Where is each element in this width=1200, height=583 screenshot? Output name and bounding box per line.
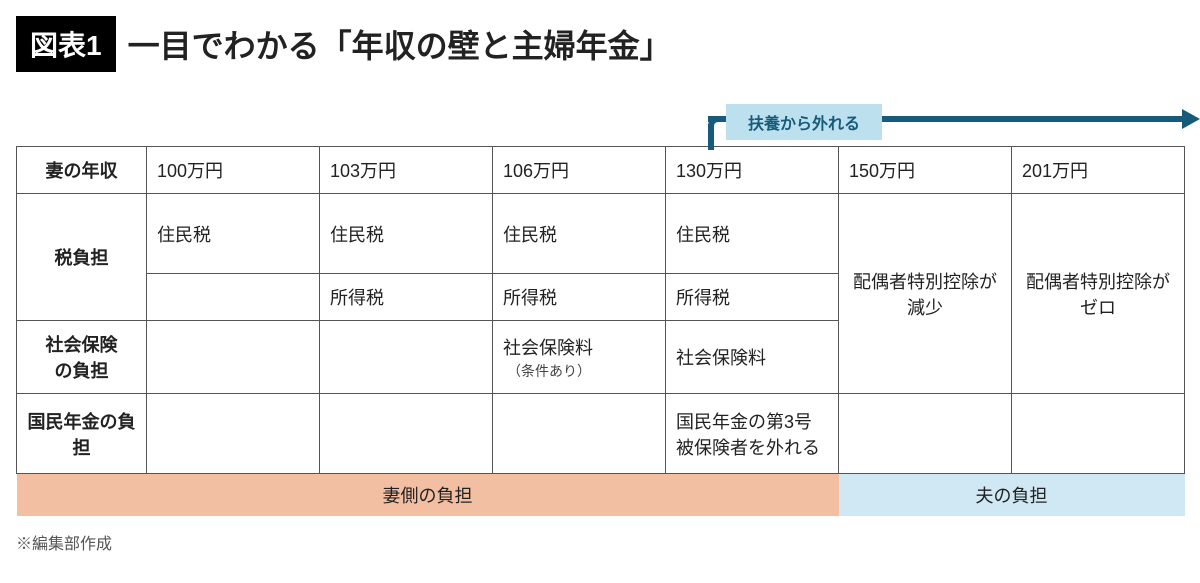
wife-burden-bar: 妻側の負担: [17, 474, 839, 517]
tax-100-2: [147, 274, 320, 321]
pension-100: [147, 394, 320, 474]
row-head-tax: 税負担: [17, 194, 147, 321]
tax-row-1: 税負担 住民税 住民税 住民税 住民税 配偶者特別控除が減少 配偶者特別控除がゼ…: [17, 194, 1185, 274]
tax-201-merged: 配偶者特別控除がゼロ: [1012, 194, 1185, 394]
social-100: [147, 321, 320, 394]
pension-150: [839, 394, 1012, 474]
title-row: 図表1 一目でわかる「年収の壁と主婦年金」: [16, 16, 1184, 72]
col-150: 150万円: [839, 147, 1012, 194]
pension-130: 国民年金の第3号被保険者を外れる: [666, 394, 839, 474]
social-l1: 社会保険: [46, 335, 118, 355]
col-103: 103万円: [320, 147, 493, 194]
pension-201: [1012, 394, 1185, 474]
row-head-pension: 国民年金の負担: [17, 394, 147, 474]
col-130: 130万円: [666, 147, 839, 194]
dependency-arrow: 扶養から外れる: [16, 102, 1184, 150]
social-106-cond: （条件あり）: [507, 363, 591, 379]
col-head-income: 妻の年収: [17, 147, 147, 194]
figure-badge: 図表1: [16, 16, 116, 72]
source-note: ※編集部作成: [16, 530, 1184, 554]
arrow-label: 扶養から外れる: [726, 104, 882, 140]
col-201: 201万円: [1012, 147, 1185, 194]
tax-130-1: 住民税: [666, 194, 839, 274]
tax-130-2: 所得税: [666, 274, 839, 321]
pension-106: [493, 394, 666, 474]
social-l2: の負担: [55, 361, 109, 381]
social-106: 社会保険料 （条件あり）: [493, 321, 666, 394]
row-head-social: 社会保険 の負担: [17, 321, 147, 394]
social-130: 社会保険料: [666, 321, 839, 394]
social-103: [320, 321, 493, 394]
tax-150-merged: 配偶者特別控除が減少: [839, 194, 1012, 394]
figure-title: 一目でわかる「年収の壁と主婦年金」: [128, 21, 672, 67]
burden-footer-row: 妻側の負担 夫の負担: [17, 474, 1185, 517]
husband-burden-bar: 夫の負担: [839, 474, 1185, 517]
tax-106-1: 住民税: [493, 194, 666, 274]
arrow-drop: [708, 124, 714, 150]
social-106-main: 社会保険料: [503, 338, 593, 358]
col-106: 106万円: [493, 147, 666, 194]
tax-100-1: 住民税: [147, 194, 320, 274]
tax-103-2: 所得税: [320, 274, 493, 321]
pension-row: 国民年金の負担 国民年金の第3号被保険者を外れる: [17, 394, 1185, 474]
arrow-head-icon: [1182, 109, 1200, 129]
tax-106-2: 所得税: [493, 274, 666, 321]
header-row: 妻の年収 100万円 103万円 106万円 130万円 150万円 201万円: [17, 147, 1185, 194]
col-100: 100万円: [147, 147, 320, 194]
tax-103-1: 住民税: [320, 194, 493, 274]
income-wall-table: 妻の年収 100万円 103万円 106万円 130万円 150万円 201万円…: [16, 146, 1185, 516]
pension-103: [320, 394, 493, 474]
